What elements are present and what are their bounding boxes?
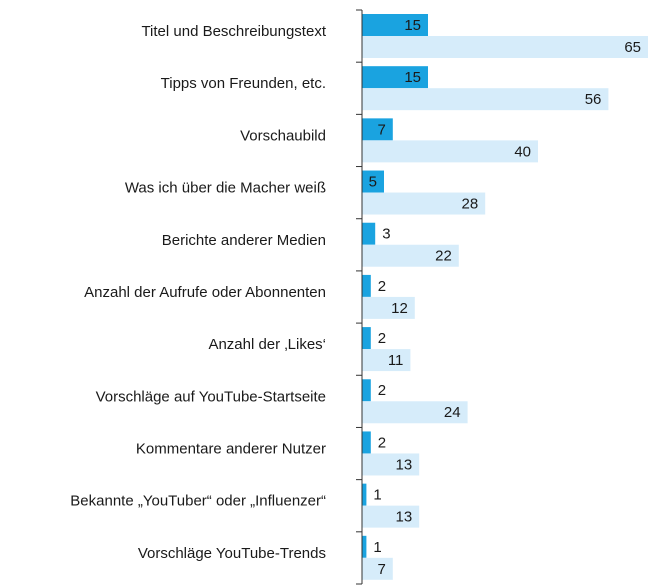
- value-label: 40: [514, 143, 531, 160]
- value-label: 13: [396, 509, 413, 526]
- category-label: Vorschläge auf YouTube-Startseite: [96, 388, 326, 405]
- bar: [362, 349, 411, 372]
- category-label: Kommentare anderer Nutzer: [136, 441, 326, 458]
- bar: [362, 14, 428, 36]
- category-label: Anzahl der Aufrufe oder Abonnenten: [84, 284, 326, 301]
- value-label: 1: [373, 539, 381, 556]
- category-label: Vorschläge YouTube-Trends: [138, 545, 326, 562]
- value-label: 2: [378, 434, 386, 451]
- value-label: 2: [378, 330, 386, 347]
- category-label: Anzahl der ‚Likes‘: [208, 336, 326, 353]
- value-label: 15: [404, 69, 421, 86]
- category-label: Tipps von Freunden, etc.: [161, 75, 326, 92]
- bar: [362, 453, 420, 476]
- bar: [362, 66, 428, 89]
- value-label: 2: [378, 382, 386, 399]
- value-label: 1: [373, 487, 381, 504]
- bar: [362, 118, 393, 141]
- bar: [362, 431, 371, 454]
- bar: [362, 401, 468, 424]
- bar: [362, 88, 609, 111]
- value-label: 7: [377, 561, 385, 578]
- bar: [362, 327, 371, 350]
- category-label: Was ich über die Macher weiß: [125, 180, 326, 197]
- category-label: Bekannte „YouTuber“ oder „Influenzer“: [70, 493, 326, 510]
- value-label: 2: [378, 278, 386, 295]
- value-label: 15: [404, 17, 421, 34]
- bar: [362, 244, 459, 267]
- bar: [362, 36, 648, 58]
- value-label: 56: [585, 91, 602, 108]
- category-label: Vorschaubild: [240, 127, 326, 144]
- bar: [362, 140, 538, 163]
- value-label: 65: [624, 39, 641, 56]
- bar: [362, 274, 371, 297]
- bar: [362, 296, 415, 319]
- value-label: 12: [391, 300, 408, 317]
- category-label: Titel und Beschreibungstext: [141, 23, 326, 40]
- value-label: 5: [369, 174, 377, 191]
- bar: [362, 379, 371, 402]
- value-label: 28: [462, 196, 479, 213]
- bar: [362, 505, 420, 528]
- bar: [362, 557, 393, 580]
- value-label: 13: [396, 456, 413, 473]
- value-label: 11: [388, 352, 404, 369]
- value-label: 7: [377, 121, 385, 138]
- bar: [362, 170, 384, 193]
- category-label: Berichte anderer Medien: [162, 232, 326, 249]
- value-label: 3: [382, 226, 390, 243]
- bar: [362, 483, 367, 506]
- value-label: 22: [435, 248, 452, 265]
- bar: [362, 535, 367, 558]
- value-label: 24: [444, 404, 461, 421]
- bar: [362, 222, 376, 245]
- bar: [362, 192, 486, 215]
